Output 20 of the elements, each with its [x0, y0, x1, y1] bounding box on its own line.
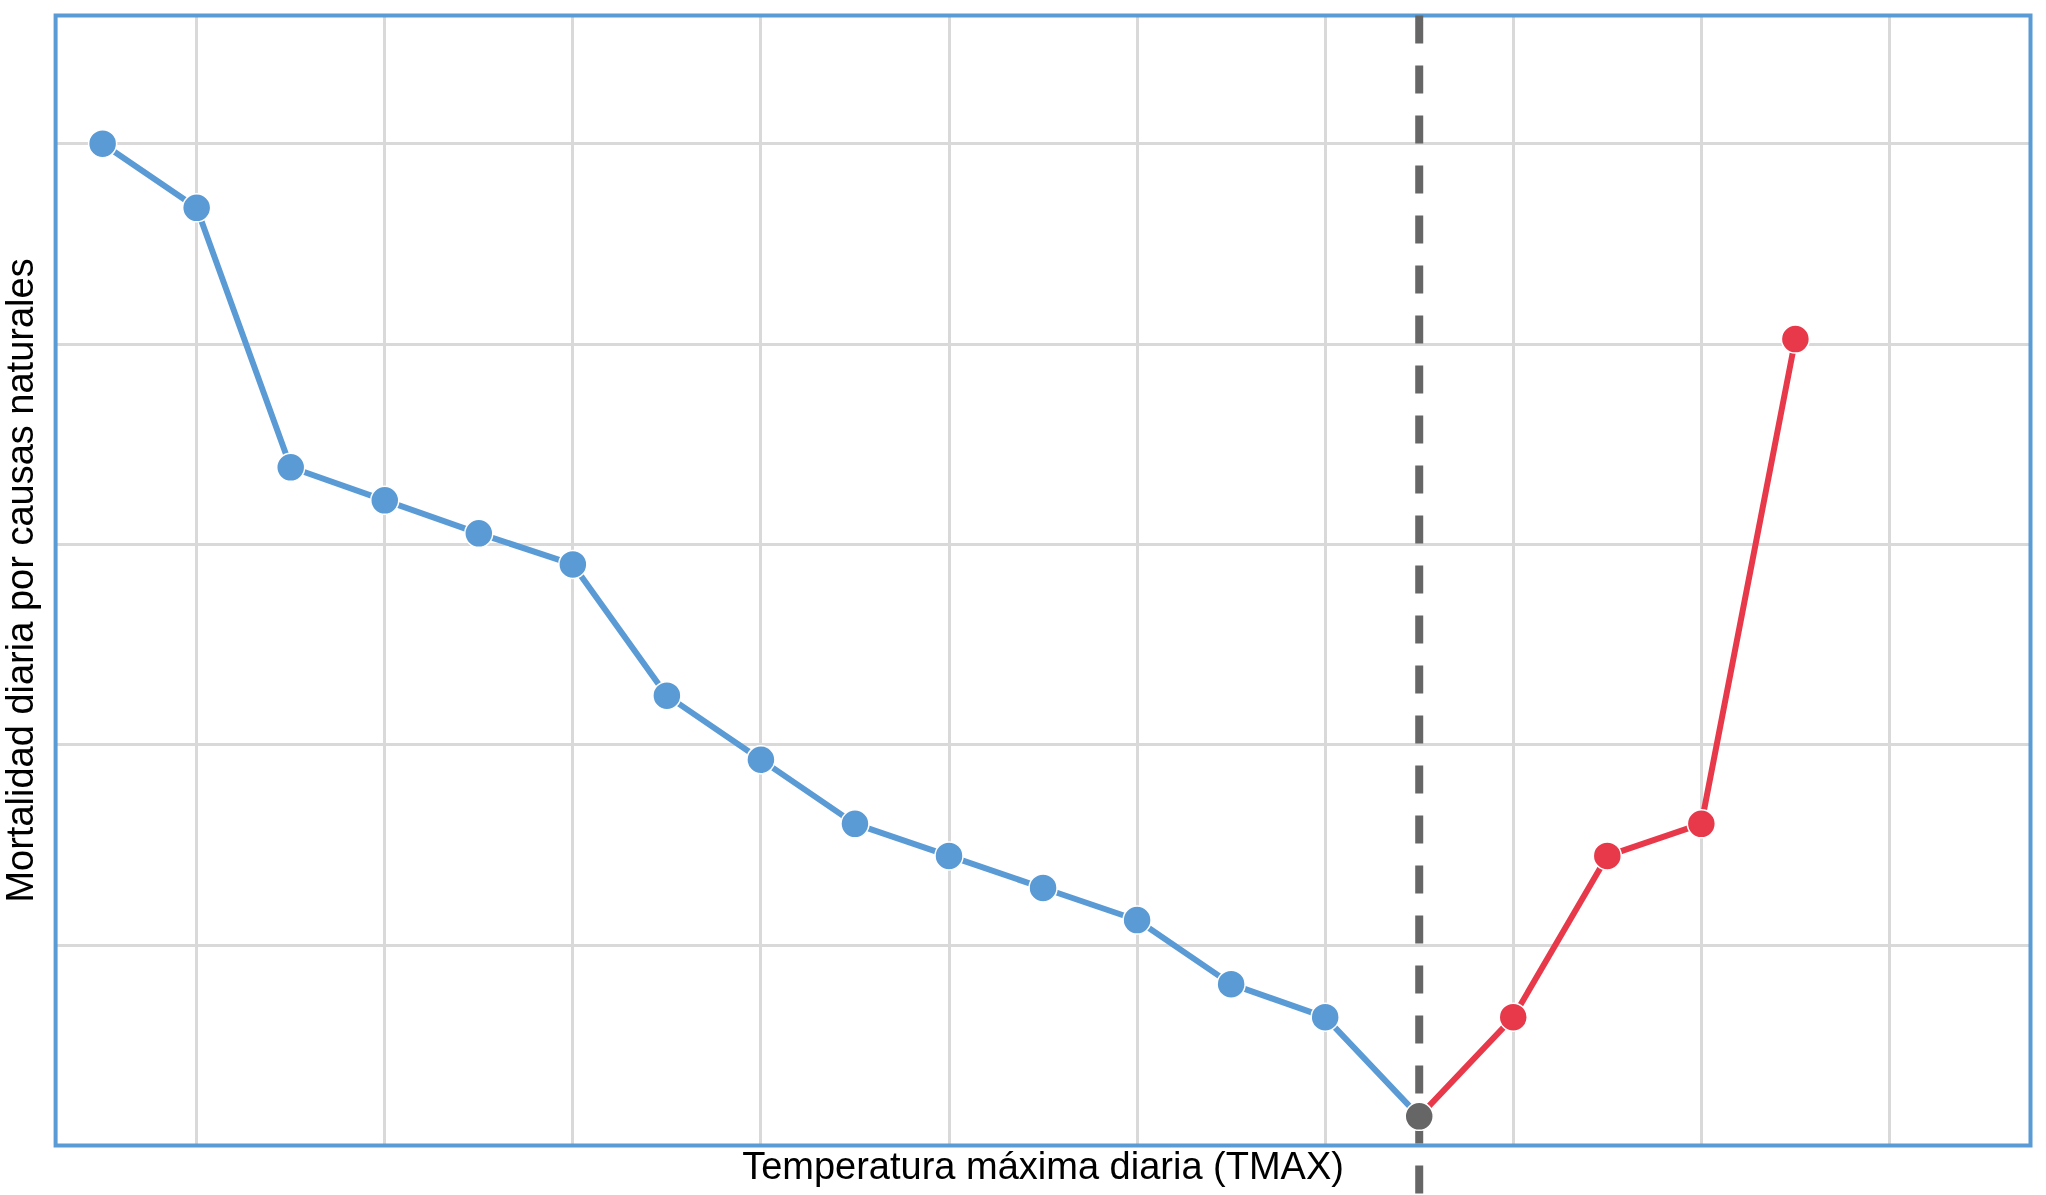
point — [558, 549, 588, 580]
point — [1028, 873, 1058, 903]
point — [275, 452, 306, 483]
point — [87, 128, 118, 159]
point — [746, 745, 776, 775]
point — [1216, 969, 1246, 999]
point — [934, 841, 964, 871]
point — [370, 485, 400, 516]
point — [181, 193, 212, 223]
y-axis-title: Mortalidad diaria por causas naturales — [0, 258, 42, 903]
point — [1592, 841, 1623, 871]
x-axis-title: Temperatura máxima diaria (TMAX) — [742, 1144, 1344, 1187]
point — [840, 809, 870, 839]
point — [1310, 1002, 1340, 1032]
point — [464, 518, 494, 549]
point — [1122, 905, 1152, 935]
point — [652, 680, 682, 711]
point — [1780, 324, 1811, 354]
point — [1498, 1002, 1529, 1032]
point — [1686, 809, 1717, 839]
